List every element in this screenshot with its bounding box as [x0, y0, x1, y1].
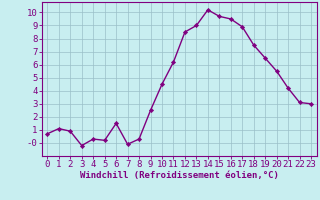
X-axis label: Windchill (Refroidissement éolien,°C): Windchill (Refroidissement éolien,°C) [80, 171, 279, 180]
